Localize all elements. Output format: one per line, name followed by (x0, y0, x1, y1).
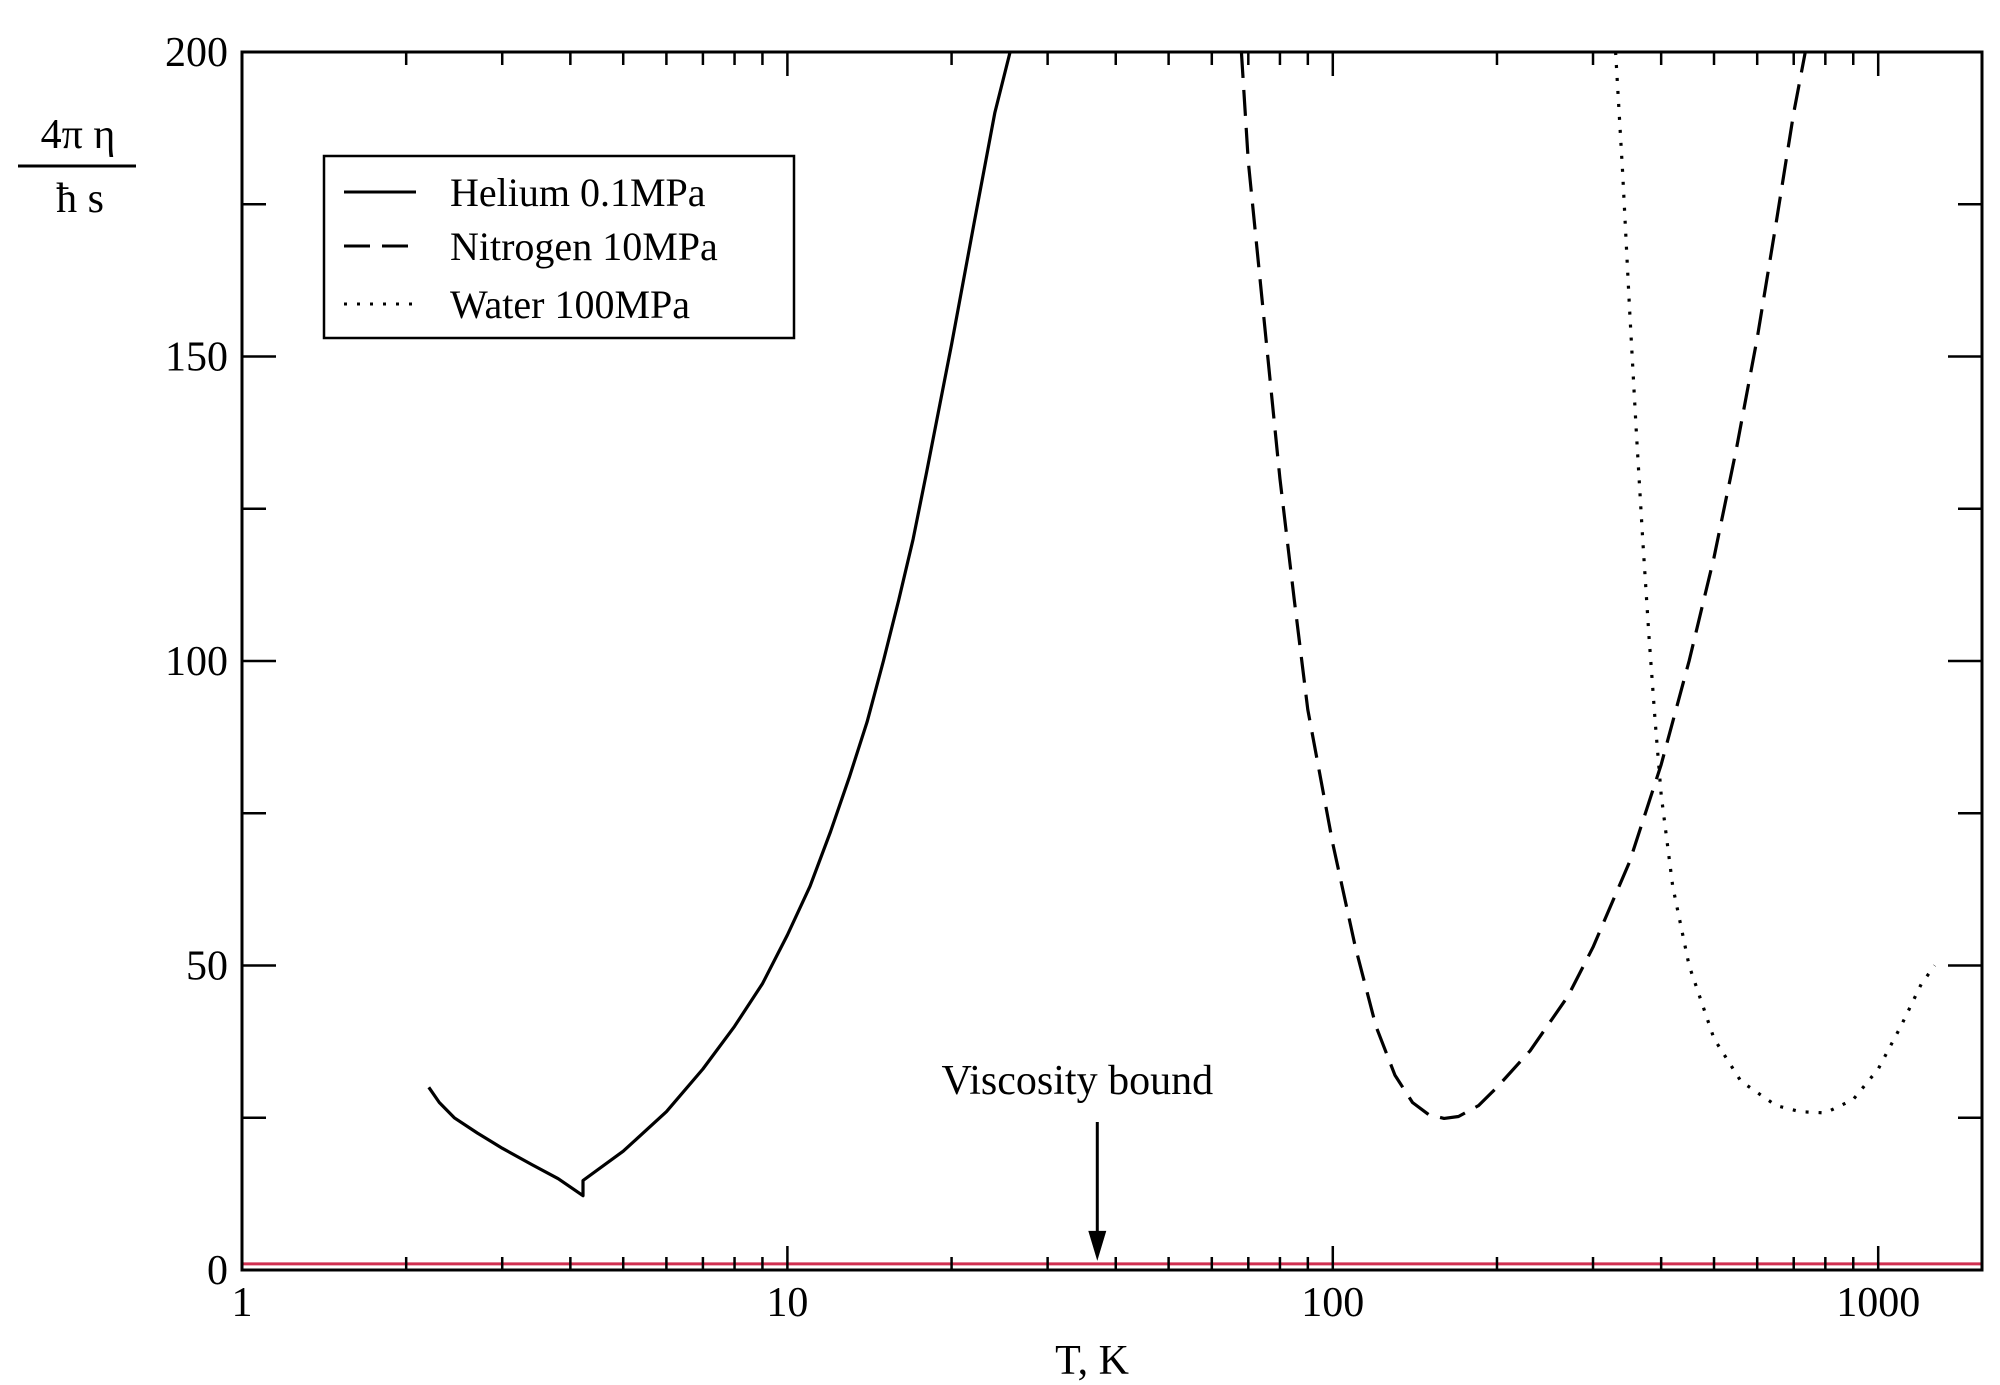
x-tick-label: 10 (766, 1280, 808, 1326)
x-axis-label: T, K (1055, 1338, 1129, 1384)
y-tick-label: 50 (186, 944, 228, 990)
x-tick-label: 1000 (1836, 1280, 1920, 1326)
series-line-2 (1614, 52, 1937, 1115)
y-tick-label: 100 (165, 639, 228, 685)
y-tick-label: 0 (207, 1248, 228, 1294)
x-tick-label: 100 (1301, 1280, 1364, 1326)
y-tick-label: 150 (165, 335, 228, 381)
labels-layer: 1 10 100 1000 0 50 100 150 200 (165, 30, 1920, 1326)
legend-label-nitrogen: Nitrogen 10MPa (450, 224, 718, 269)
legend-label-helium: Helium 0.1MPa (450, 170, 706, 215)
series-line-1 (1239, 52, 1807, 1120)
ticks-layer (240, 50, 1982, 1272)
viscosity-bound-arrowhead (1088, 1230, 1107, 1261)
legend-label-water: Water 100MPa (450, 282, 690, 327)
series-layer (427, 52, 1937, 1198)
x-tick-label: 1 (232, 1280, 253, 1326)
y-tick-label: 200 (165, 30, 228, 76)
viscosity-bound-annotation: Viscosity bound (941, 1058, 1213, 1104)
legend: Helium 0.1MPa Nitrogen 10MPa Water 100MP… (322, 154, 796, 340)
y-axis-label-denominator: ħ s (56, 176, 104, 222)
y-axis-label-numerator: 4π η (41, 112, 116, 158)
series-line-0 (427, 52, 1012, 1198)
